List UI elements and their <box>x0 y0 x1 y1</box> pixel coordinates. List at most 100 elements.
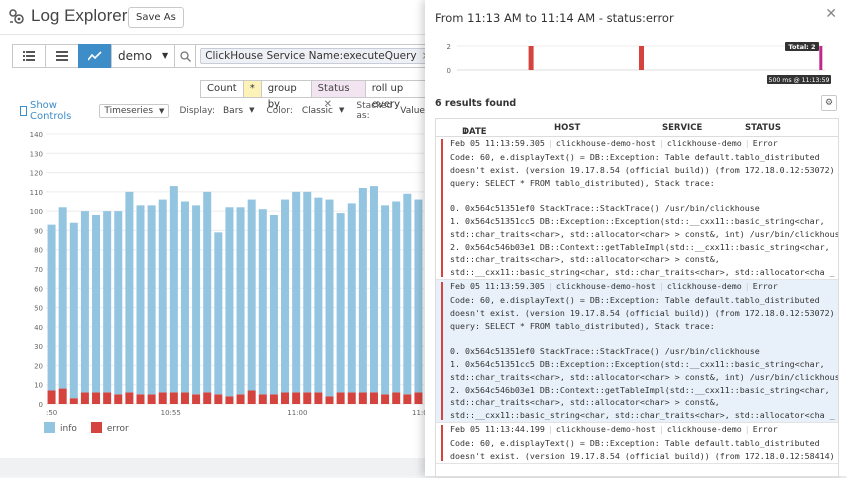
bar-info <box>147 205 156 395</box>
timeline-bar <box>819 46 823 70</box>
query-filter-pill[interactable]: ClickHouse Service Name:executeQuery× <box>200 48 436 64</box>
column-status[interactable]: STATUS <box>745 123 782 133</box>
bar-error <box>80 392 89 404</box>
bar-info <box>214 232 223 395</box>
x-tick-label: 11:05 <box>412 409 430 417</box>
log-host: clickhouse-demo-host <box>555 280 656 291</box>
log-message-line: query: SELECT * FROM tablo_distributed),… <box>450 320 715 331</box>
x-tick-label: :50 <box>46 409 57 417</box>
log-service: clickhouse-demo <box>666 280 742 291</box>
log-date: Feb 05 11:13:59.305 <box>450 138 545 148</box>
log-table: DATE ↓ HOST SERVICE STATUS Feb 05 11:13:… <box>435 118 839 478</box>
timeseries-chart[interactable]: 0 10 20 30 40 50 60 70 80 90 100 110 120 130 140:50 10:… <box>26 128 430 428</box>
measure-field[interactable]: * <box>242 80 262 98</box>
bar-error <box>358 392 367 404</box>
show-controls-label: Show Controls <box>29 100 72 122</box>
bar-error <box>236 394 245 404</box>
display-select[interactable]: Bars ▼ <box>223 106 254 116</box>
group-by-field[interactable]: Status ✕ <box>310 80 366 110</box>
y-tick-label: 0 <box>39 401 43 409</box>
bar-info <box>336 213 345 393</box>
y-tick-label: 110 <box>30 189 43 197</box>
search-query-input[interactable]: ClickHouse Service Name:executeQuery× <box>195 44 442 68</box>
close-icon[interactable]: ✕ <box>323 99 333 110</box>
bar-error <box>381 394 390 404</box>
y-tick-label: 10 <box>34 382 43 390</box>
bar-info <box>69 222 78 399</box>
bar-error <box>392 392 401 404</box>
close-icon[interactable]: ✕ <box>825 6 837 22</box>
y-tick-label: 140 <box>30 131 43 139</box>
legend-item-info[interactable]: info <box>44 422 77 434</box>
log-message-line: std::char_traits<char>, std::allocator<c… <box>450 228 838 239</box>
column-host[interactable]: HOST <box>554 123 581 133</box>
pattern-view-button[interactable] <box>45 44 79 68</box>
bar-info <box>58 207 67 389</box>
chevron-down-icon: ▼ <box>159 107 165 115</box>
log-row-header: Feb 05 11:13:59.305 | clickhouse-demo-host… <box>450 137 838 151</box>
bar-error <box>303 392 312 404</box>
rollup-select[interactable]: roll up every <box>364 80 431 110</box>
chevron-down-icon: ▼ <box>249 106 255 114</box>
status-bar <box>441 424 443 461</box>
total-badge <box>785 42 819 51</box>
separator: | <box>547 138 553 148</box>
log-message-line: query: SELECT * FROM tablo_distributed),… <box>450 177 715 188</box>
visualization-select[interactable]: Timeseries ▼ <box>99 104 170 118</box>
list-view-button[interactable] <box>12 44 46 68</box>
log-rows: Feb 05 11:13:59.305 | clickhouse-demo-host… <box>436 137 838 464</box>
x-tick-label: 11:00 <box>287 409 307 417</box>
bar-info <box>392 201 401 393</box>
bar-error <box>58 388 67 404</box>
log-message-line: 1. 0x564c51351cc5 DB::Exception::Excepti… <box>450 358 825 369</box>
bar-info <box>80 211 89 393</box>
bar-info <box>136 205 145 395</box>
bar-info <box>247 199 256 391</box>
bar-error <box>47 390 56 404</box>
log-message-line: std::char_traits<char>, std::allocator<c… <box>450 371 838 382</box>
log-row[interactable]: Feb 05 11:13:59.305 | clickhouse-demo-host… <box>436 279 838 423</box>
bar-info <box>292 191 301 393</box>
index-select[interactable]: demo ▼ <box>111 44 176 68</box>
page-title: Log Explorer <box>31 6 128 25</box>
log-date: Feb 05 11:13:59.305 <box>450 280 545 291</box>
y-tick-label: 30 <box>34 343 43 351</box>
color-select[interactable]: Classic ▼ <box>302 106 345 116</box>
log-service: clickhouse-demo <box>666 138 742 148</box>
column-service[interactable]: SERVICE <box>662 123 703 133</box>
panel-timeline-chart[interactable]: 2 0 Total: 2 500 ms @ 11:13:59 <box>433 36 839 88</box>
measure-select[interactable]: Count <box>200 80 244 98</box>
log-message-line: Code: 60, e.displayText() = DB::Exceptio… <box>450 294 820 305</box>
legend-label-info: info <box>60 424 77 434</box>
legend-swatch-error <box>90 422 102 433</box>
bar-error <box>403 394 412 404</box>
legend-item-error[interactable]: error <box>90 422 129 434</box>
separator: | <box>547 280 553 291</box>
y-tick-label: 20 <box>34 362 43 370</box>
search-button[interactable] <box>174 44 197 68</box>
log-row[interactable]: Feb 05 11:13:44.199 | clickhouse-demo-host… <box>436 423 838 464</box>
bar-error <box>225 396 234 404</box>
save-as-button[interactable]: Save As <box>128 7 184 28</box>
bar-info <box>158 199 167 393</box>
sort-down-icon: ↓ <box>462 127 470 137</box>
color-label: Color: <box>266 106 293 116</box>
index-select-value: demo <box>118 49 153 63</box>
top-bar: Log Explorer Save As <box>0 0 430 35</box>
analytics-view-button[interactable] <box>78 44 112 68</box>
log-row-header: Feb 05 11:13:59.305 | clickhouse-demo-host… <box>450 280 838 294</box>
show-controls-link[interactable]: Show Controls <box>20 100 74 122</box>
bar-error <box>103 392 112 404</box>
display-value: Bars <box>223 106 244 116</box>
bar-info <box>258 209 267 395</box>
group-by-value: Status <box>317 83 350 94</box>
status-bar <box>441 139 443 277</box>
log-message-line <box>450 189 838 202</box>
bar-error <box>92 392 101 404</box>
bar-error <box>125 392 134 404</box>
chart-controls: Show Controls Timeseries ▼ Display: Bars… <box>20 100 436 122</box>
log-row[interactable]: Feb 05 11:13:59.305 | clickhouse-demo-host… <box>436 137 838 280</box>
bar-info <box>314 197 323 393</box>
gear-icon[interactable]: ⚙ <box>821 95 837 111</box>
bar-error <box>203 392 212 404</box>
